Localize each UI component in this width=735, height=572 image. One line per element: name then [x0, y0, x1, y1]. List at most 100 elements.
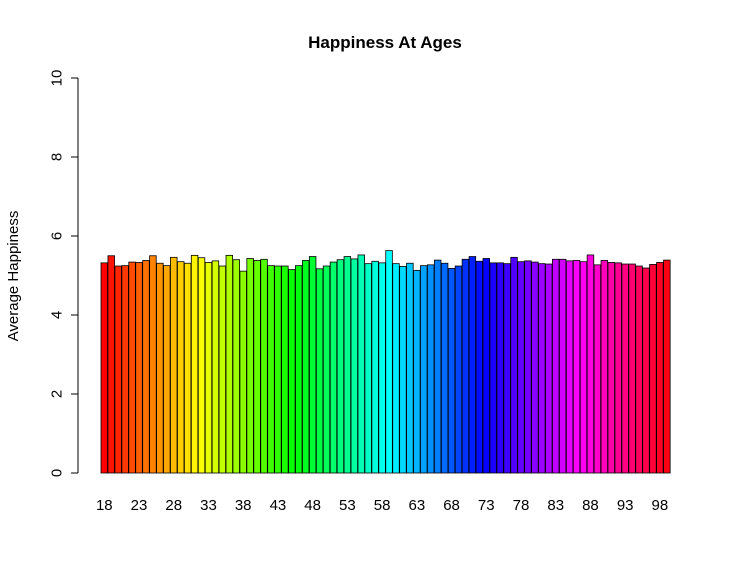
bar-age-83	[552, 258, 560, 474]
bar-age-23	[135, 262, 143, 474]
bar-age-20	[114, 265, 122, 474]
bar-age-26	[156, 262, 164, 474]
bar-age-88	[586, 254, 595, 474]
bar-age-45	[288, 269, 296, 474]
x-axis-tick-labels: 18 23 28 33 38 43 48 53 58 63 68 73 78 83 88 93 98	[96, 497, 668, 514]
bar-age-86	[572, 260, 581, 474]
bar-age-96	[642, 267, 650, 474]
bar-age-79	[524, 260, 532, 474]
bar-age-78	[517, 261, 525, 474]
bar-age-89	[593, 264, 602, 474]
bar-age-97	[649, 264, 657, 474]
bar-age-38	[239, 270, 247, 474]
bar-age-48	[308, 256, 317, 474]
bar-age-46	[295, 265, 303, 474]
bar-age-54	[350, 258, 359, 474]
bar-age-27	[163, 265, 171, 474]
x-tick-label: 58	[374, 497, 391, 514]
bar-age-44	[281, 265, 289, 474]
bar-age-19	[107, 255, 115, 474]
bars-group	[100, 250, 671, 474]
bar-age-56	[364, 263, 372, 474]
y-tick-label: 8	[48, 153, 65, 161]
bar-age-63	[413, 269, 421, 474]
chart-title: Happiness At Ages	[308, 33, 462, 52]
bar-age-21	[121, 265, 129, 474]
bar-age-52	[336, 259, 345, 474]
bar-age-77	[510, 256, 518, 474]
bar-age-22	[128, 261, 136, 474]
x-tick-label: 93	[617, 497, 634, 514]
bar-age-57	[371, 260, 379, 474]
bar-age-35	[218, 265, 227, 474]
bar-age-58	[378, 262, 386, 474]
bar-age-72	[475, 260, 484, 474]
bar-age-66	[433, 259, 442, 474]
x-tick-label: 83	[547, 497, 564, 514]
bar-age-50	[322, 265, 331, 474]
x-tick-label: 73	[478, 497, 495, 514]
x-tick-label: 28	[165, 497, 182, 514]
bar-age-80	[531, 261, 539, 474]
bar-age-43	[274, 265, 282, 474]
bar-age-69	[454, 265, 463, 474]
x-tick-label: 43	[270, 497, 287, 514]
y-axis-label: Average Happiness	[5, 211, 22, 342]
bar-age-81	[538, 263, 546, 474]
x-tick-label: 98	[652, 497, 669, 514]
bar-age-82	[545, 263, 553, 474]
x-tick-label: 33	[200, 497, 217, 514]
x-tick-label: 68	[443, 497, 460, 514]
bar-age-91	[607, 262, 615, 474]
bar-age-64	[420, 265, 428, 474]
x-tick-label: 38	[235, 497, 252, 514]
bar-age-65	[427, 264, 435, 474]
bar-age-84	[558, 258, 567, 474]
bar-age-76	[503, 263, 511, 474]
bar-age-31	[190, 254, 199, 474]
bar-age-62	[406, 262, 414, 474]
bar-age-93	[621, 263, 629, 474]
bar-age-40	[253, 260, 261, 474]
bar-age-94	[628, 263, 636, 474]
bar-age-53	[343, 256, 352, 474]
bar-age-90	[600, 260, 609, 474]
y-tick-label: 10	[48, 70, 65, 87]
bar-age-61	[399, 266, 407, 474]
bar-age-51	[329, 261, 338, 474]
y-tick-label: 0	[48, 469, 65, 477]
bar-age-41	[260, 258, 268, 474]
x-tick-label: 23	[131, 497, 148, 514]
x-tick-label: 78	[513, 497, 530, 514]
bar-age-42	[267, 265, 275, 474]
bar-age-59	[385, 250, 393, 474]
y-axis: 0 2 4 6 8 10	[48, 70, 79, 477]
bar-age-28	[170, 256, 178, 474]
bar-age-32	[197, 257, 206, 474]
y-tick-label: 2	[48, 390, 65, 398]
bar-age-36	[225, 254, 234, 474]
bar-age-68	[447, 267, 456, 474]
bar-age-49	[315, 268, 324, 474]
x-tick-label: 53	[339, 497, 356, 514]
bar-age-24	[142, 260, 150, 474]
x-tick-label: 63	[408, 497, 425, 514]
bar-age-71	[468, 256, 477, 474]
bar-age-73	[482, 258, 490, 474]
bar-age-39	[246, 258, 254, 474]
x-tick-label: 48	[304, 497, 321, 514]
bar-age-33	[204, 262, 213, 474]
bar-age-74	[489, 262, 497, 474]
bar-age-70	[461, 258, 470, 474]
x-tick-label: 88	[582, 497, 599, 514]
x-tick-label: 18	[96, 497, 113, 514]
bar-age-29	[176, 261, 185, 474]
y-tick-label: 4	[48, 311, 65, 319]
bar-age-95	[635, 265, 643, 474]
bar-age-98	[656, 262, 664, 474]
bar-age-67	[440, 262, 449, 474]
bar-age-25	[149, 255, 157, 474]
bar-age-30	[183, 262, 192, 474]
bar-age-87	[579, 261, 588, 474]
bar-age-18	[100, 262, 108, 474]
